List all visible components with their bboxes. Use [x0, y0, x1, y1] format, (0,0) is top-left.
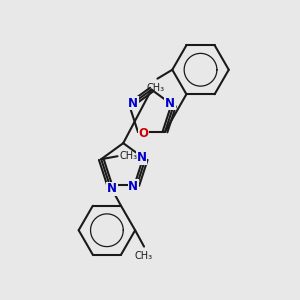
Text: CH₃: CH₃	[147, 83, 165, 93]
Text: N: N	[137, 151, 147, 164]
Text: CH₃: CH₃	[135, 251, 153, 261]
Text: N: N	[107, 182, 117, 195]
Text: N: N	[128, 97, 138, 110]
Text: N: N	[128, 180, 138, 193]
Text: N: N	[165, 97, 175, 110]
Text: O: O	[138, 127, 148, 140]
Text: CH₃: CH₃	[119, 151, 137, 161]
